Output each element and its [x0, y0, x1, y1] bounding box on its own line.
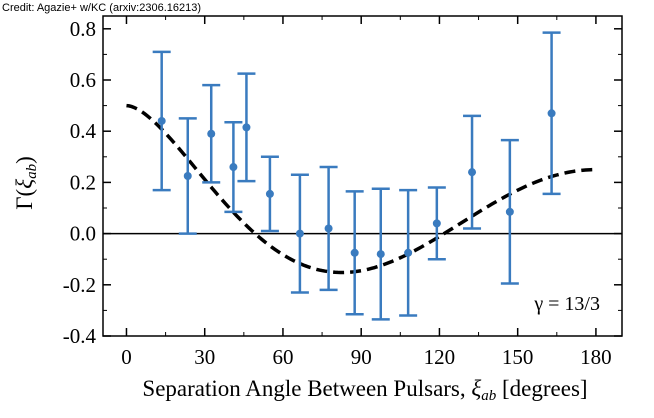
x-axis-label: Separation Angle Between Pulsars, ξab [d…	[142, 376, 587, 404]
gamma-annotation: γ = 13/3	[533, 293, 600, 315]
axes-frame	[102, 15, 623, 337]
x-tick-label: 30	[194, 345, 215, 369]
data-point	[376, 250, 385, 259]
y-tick-label: 0.0	[70, 222, 96, 246]
data-point	[183, 172, 192, 180]
data-point	[350, 248, 359, 257]
data-points	[157, 109, 556, 259]
data-point	[432, 219, 441, 228]
data-point	[404, 248, 413, 257]
x-tick-label: 60	[272, 345, 293, 369]
tick-labels: 0 30 60 90 120 150 180 -0.4 -0.2 0.0 0.2 0.4 0.6 0.8	[63, 17, 612, 369]
x-tick-label: 90	[351, 345, 372, 369]
data-point	[229, 163, 238, 172]
y-tick-label: -0.4	[63, 324, 97, 348]
x-tick-label: 0	[121, 345, 132, 369]
x-tick-label: 120	[424, 345, 456, 369]
credit-text: Credit: Agazie+ w/KC (arxiv:2306.16213)	[2, 2, 201, 14]
hellings-downs-curve	[126, 103, 596, 275]
y-axis-label: Γ(ξab)	[12, 156, 40, 210]
data-point	[468, 168, 477, 177]
data-point	[505, 207, 514, 216]
data-point	[242, 123, 251, 132]
data-point	[157, 116, 166, 125]
data-point	[324, 224, 333, 233]
data-point	[207, 129, 216, 138]
data-point	[295, 229, 304, 238]
errorbar-series	[152, 31, 561, 321]
x-tick-label: 150	[502, 345, 534, 369]
y-tick-label: 0.8	[70, 17, 96, 41]
data-point	[265, 189, 274, 198]
data-point	[547, 109, 556, 118]
y-tick-label: -0.2	[63, 273, 96, 297]
x-tick-label: 180	[580, 345, 612, 369]
y-tick-label: 0.2	[70, 170, 96, 194]
y-tick-label: 0.6	[70, 68, 96, 92]
y-tick-label: 0.4	[70, 119, 97, 143]
axis-ticks	[103, 16, 622, 337]
